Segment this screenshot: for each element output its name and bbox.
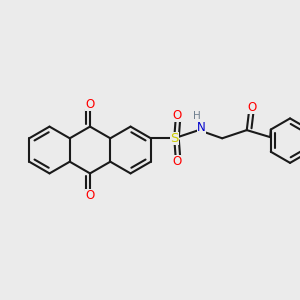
Text: S: S bbox=[170, 132, 178, 145]
Text: O: O bbox=[247, 101, 256, 114]
Text: O: O bbox=[172, 155, 181, 168]
Text: O: O bbox=[85, 98, 95, 111]
Text: H: H bbox=[194, 111, 201, 121]
Text: N: N bbox=[197, 121, 206, 134]
Text: O: O bbox=[172, 109, 181, 122]
Text: O: O bbox=[85, 189, 95, 202]
